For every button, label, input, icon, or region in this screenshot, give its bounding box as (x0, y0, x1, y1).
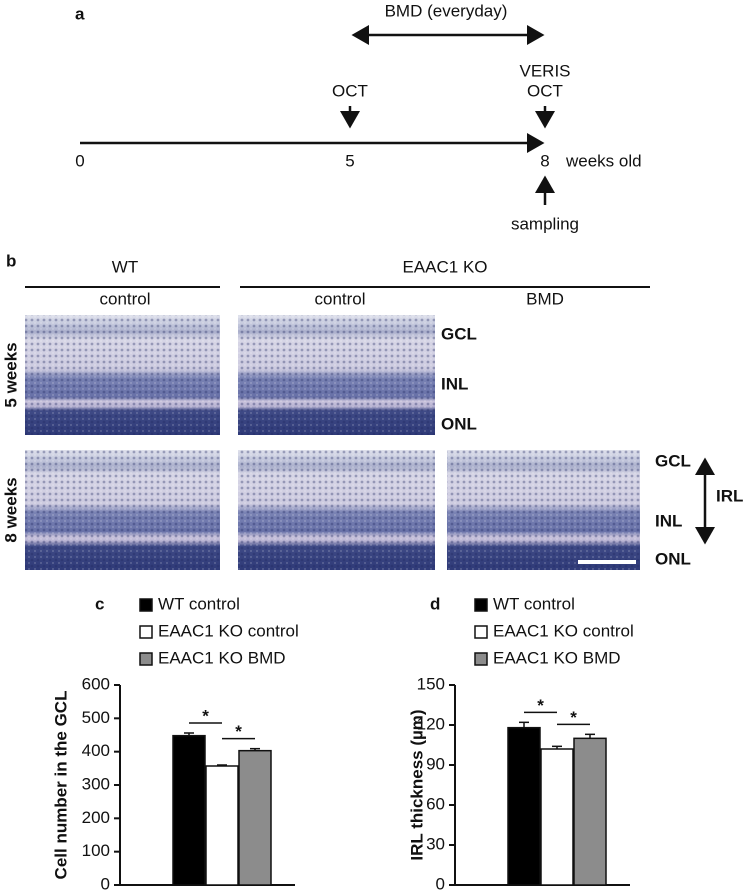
legend-label: EAAC1 KO BMD (158, 648, 286, 667)
legend-label: WT control (158, 594, 240, 613)
histology-texture (25, 315, 220, 435)
y-tick-label: 120 (417, 714, 445, 733)
layer-label: GCL (441, 324, 477, 343)
y-tick-label: 400 (82, 741, 110, 760)
y-tick-label: 0 (101, 874, 110, 893)
legend-swatch (474, 652, 488, 666)
panel-label: c (95, 594, 104, 613)
time-tick: 8 (540, 151, 549, 170)
y-tick-label: 300 (82, 774, 110, 793)
y-tick-label: 30 (426, 834, 445, 853)
y-tick-label: 0 (436, 874, 445, 893)
event-label: OCT (332, 81, 368, 100)
condition-label: control (314, 289, 365, 308)
y-tick-label: 600 (82, 674, 110, 693)
group-label: WT (112, 257, 138, 276)
legend-swatch (474, 598, 488, 612)
layer-label: INL (655, 511, 682, 530)
y-tick-label: 60 (426, 794, 445, 813)
layer-label: ONL (655, 549, 691, 568)
time-tick: 0 (75, 151, 84, 170)
significance-star: * (235, 722, 242, 741)
bar (172, 734, 206, 886)
significance-star: * (537, 696, 544, 715)
panel-label: b (6, 251, 16, 270)
time-unit: weeks old (565, 151, 642, 170)
legend-swatch (139, 625, 153, 639)
layer-label: GCL (655, 451, 691, 470)
y-tick-label: 150 (417, 674, 445, 693)
y-tick-label: 90 (426, 754, 445, 773)
y-tick-label: 200 (82, 808, 110, 827)
group-label: EAAC1 KO (402, 257, 487, 276)
histology-texture (238, 450, 435, 570)
y-axis-label: Cell number in the GCL (51, 691, 70, 880)
sampling-label: sampling (511, 214, 579, 233)
significance-star: * (202, 706, 209, 725)
histology-texture (25, 450, 220, 570)
y-tick-label: 100 (82, 841, 110, 860)
legend-swatch (139, 652, 153, 666)
bar (238, 749, 272, 886)
legend-label: EAAC1 KO BMD (493, 648, 621, 667)
legend-swatch (139, 598, 153, 612)
y-axis-label: IRL thickness (µm) (407, 709, 426, 860)
event-label: OCT (527, 81, 563, 100)
panel-a: a BMD (everyday) OCT VERIS OCT 0 5 8 wee… (75, 1, 642, 233)
histology-images (25, 315, 640, 570)
layer-label: ONL (441, 414, 477, 433)
bmd-label: BMD (everyday) (385, 1, 508, 20)
bar (540, 748, 574, 886)
irl-label: IRL (716, 486, 743, 505)
panel-label: d (430, 594, 440, 613)
condition-label: BMD (526, 289, 564, 308)
histology-texture (238, 315, 435, 435)
panel-b: b WT EAAC1 KO control control BMD 5 week… (1, 251, 743, 570)
row-label: 5 weeks (1, 342, 20, 407)
panel-label: a (75, 4, 85, 23)
legend-label: EAAC1 KO control (493, 621, 634, 640)
legend-label: WT control (493, 594, 575, 613)
bar (205, 765, 239, 886)
time-tick: 5 (345, 151, 354, 170)
y-tick-label: 500 (82, 708, 110, 727)
legend-swatch (474, 625, 488, 639)
bar (507, 726, 541, 886)
legend-label: EAAC1 KO control (158, 621, 299, 640)
row-label: 8 weeks (1, 477, 20, 542)
event-label: VERIS (519, 61, 570, 80)
condition-label: control (99, 289, 150, 308)
histology-texture (447, 450, 640, 570)
layer-label: INL (441, 374, 468, 393)
significance-star: * (570, 708, 577, 727)
bar (573, 737, 607, 886)
